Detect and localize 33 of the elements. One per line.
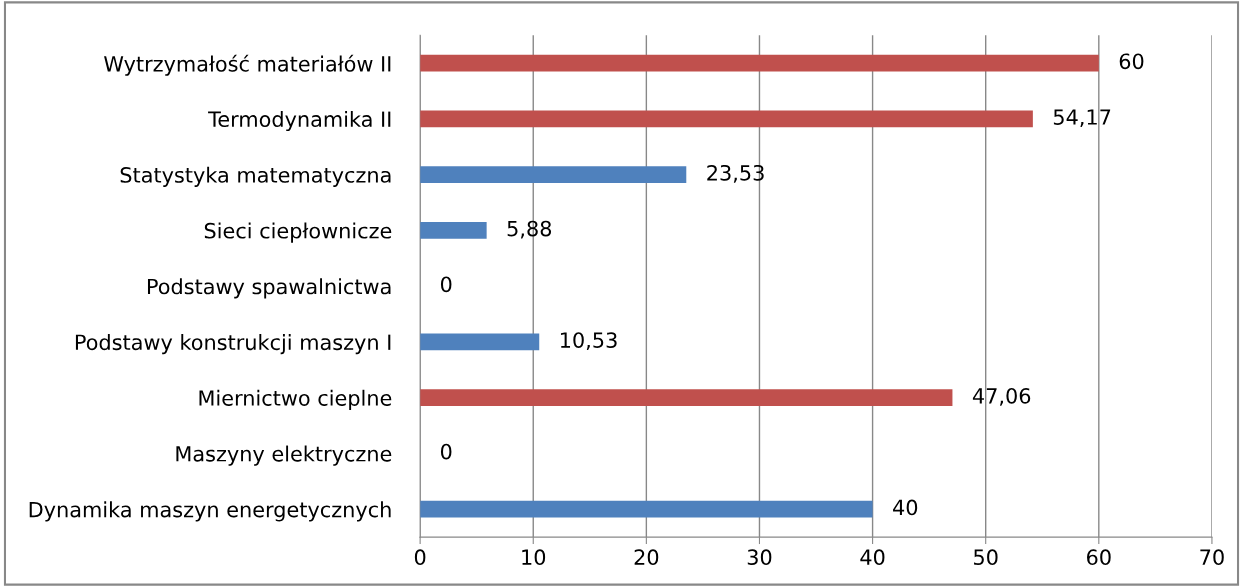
data-label: 10,53 [560,332,617,351]
y-tick-label: Sieci ciepłownicze [204,222,392,243]
y-tick-label: Miernictwo cieplne [199,389,392,410]
x-tick-label: 0 [414,549,426,566]
data-label: 0 [440,443,452,460]
data-label: 23,53 [707,164,764,183]
bar [420,222,487,239]
data-label: 47,06 [972,387,1031,406]
data-label: 5,88 [507,220,552,239]
y-tick-label: Podstawy spawalnictwa [147,278,391,299]
x-tick-label: 60 [1087,549,1111,566]
bar [420,333,540,351]
x-tick-label: 40 [860,549,885,566]
data-label: 54,17 [1053,109,1111,128]
x-tick-label: 30 [747,549,772,566]
y-tick-label: Termodynamika II [208,110,391,132]
data-label: 40 [893,499,918,516]
bar [420,166,687,183]
data-label: 60 [1119,53,1144,70]
y-tick-label: Dynamika maszyn energetycznych [29,501,391,522]
x-tick-label: 50 [974,549,998,566]
bar [420,110,1033,128]
bar [420,389,953,407]
x-tick-label: 70 [1200,549,1224,566]
x-tick-label: 20 [634,549,659,566]
data-label: 0 [440,276,452,293]
bar [420,54,1099,72]
y-tick-label: Wytrzymałość materiałów II [104,54,391,76]
y-tick-label: Maszyny elektryczne [176,445,392,466]
y-tick-label: Statystyka matematyczna [120,166,391,187]
x-tick-label: 10 [522,549,546,566]
y-tick-label: Podstawy konstrukcji maszyn I [75,334,391,355]
bar [420,500,873,518]
